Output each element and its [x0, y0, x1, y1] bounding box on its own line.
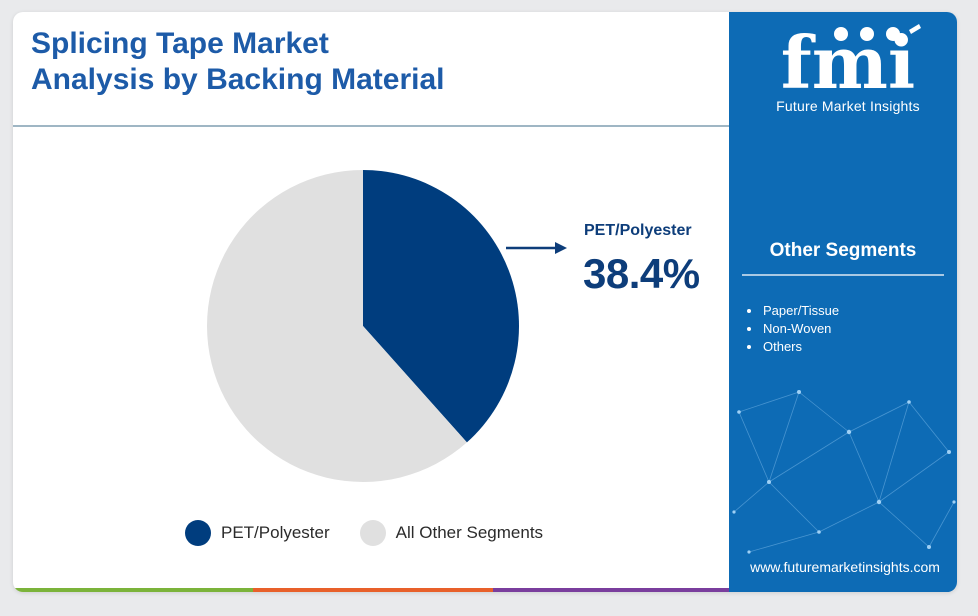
segment-item: Non-Woven	[743, 320, 839, 338]
callout-arrow	[506, 242, 567, 254]
bottom-bar-segment	[493, 588, 729, 592]
legend-swatch-pet	[185, 520, 211, 546]
bottom-color-bar	[13, 588, 957, 592]
pie-chart	[207, 170, 567, 482]
logo-arrow-icon	[909, 24, 921, 34]
title-line-1: Splicing Tape Market	[31, 27, 329, 60]
website-link[interactable]: www.futuremarketinsights.com	[750, 559, 940, 575]
legend-item-other: All Other Segments	[359, 520, 544, 546]
bottom-bar-segment	[253, 588, 493, 592]
title-divider	[13, 125, 729, 127]
other-segments-list: Paper/Tissue Non-Woven Others	[743, 302, 839, 356]
other-segments-title: Other Segments	[769, 240, 917, 261]
logo-person-icon	[860, 27, 874, 41]
page-title: Splicing Tape Market Analysis by Backing…	[31, 26, 671, 98]
network-pattern-decoration	[732, 390, 956, 554]
pie-slice-pet-polyester	[363, 170, 519, 443]
legend-item-pet: PET/Polyester	[185, 520, 330, 546]
pie-slice-all-other-segments	[207, 170, 467, 482]
other-segments-divider	[742, 274, 944, 276]
segment-item: Paper/Tissue	[743, 302, 839, 320]
bottom-bar-segment	[729, 588, 957, 592]
title-line-2: Analysis by Backing Material	[31, 63, 445, 96]
fmi-logo: fmi	[781, 20, 921, 100]
logo-globe-icon	[834, 27, 848, 41]
sidebar-panel: fmi Future Market Insights Other Segment…	[729, 12, 957, 592]
callout-value: 38.4%	[583, 250, 700, 297]
chart-legend: PET/Polyester All Other Segments	[185, 520, 573, 546]
segment-item: Others	[743, 338, 839, 356]
legend-label-pet: PET/Polyester	[221, 523, 330, 542]
bottom-bar-segment	[13, 588, 253, 592]
legend-label-other: All Other Segments	[395, 523, 544, 542]
brand-name: Future Market Insights	[776, 98, 920, 114]
legend-swatch-other	[359, 520, 386, 546]
report-card: Splicing Tape Market Analysis by Backing…	[13, 12, 957, 592]
callout-label: PET/Polyester	[584, 222, 692, 239]
logo-group-icon	[886, 27, 900, 41]
